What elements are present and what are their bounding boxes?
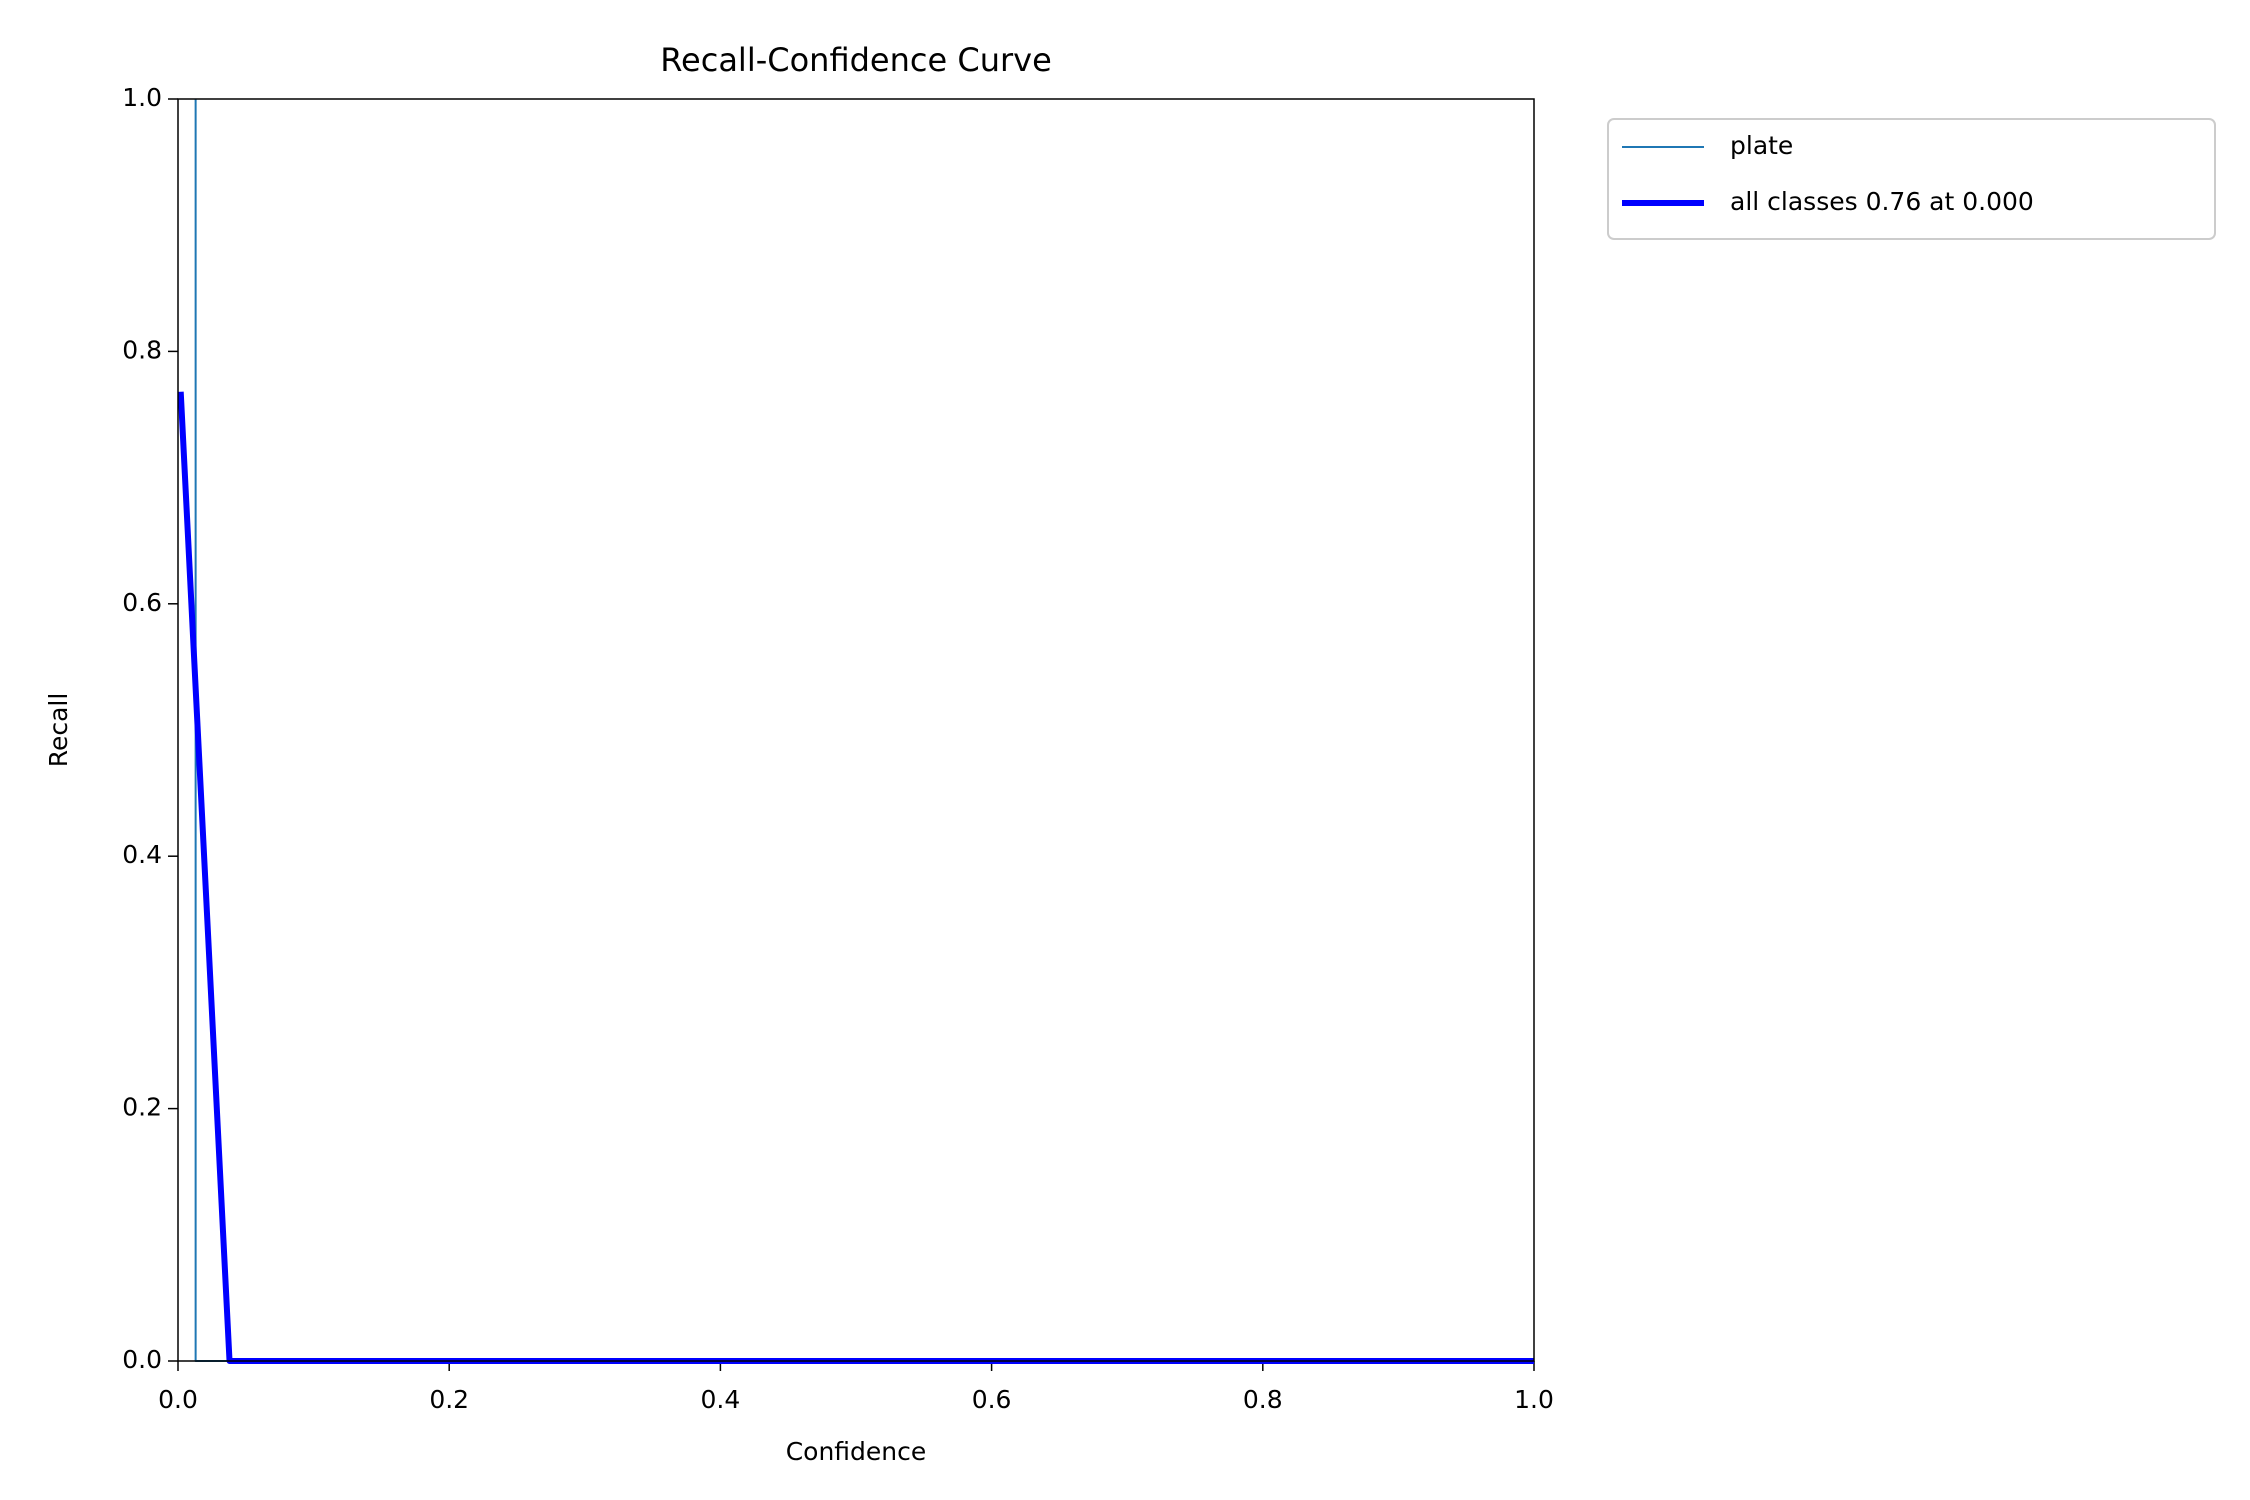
line-series — [194, 99, 1534, 1362]
x-tick-label: 0.4 — [701, 1385, 741, 1414]
line-series — [177, 391, 1534, 1364]
plot-frame — [177, 98, 1535, 1362]
x-tick-label: 0.6 — [972, 1385, 1012, 1414]
legend-label: all classes 0.76 at 0.000 — [1730, 187, 2034, 216]
x-tick-label: 0.0 — [158, 1385, 198, 1414]
y-tick-label: 1.0 — [122, 83, 162, 112]
x-tick-label: 0.8 — [1243, 1385, 1283, 1414]
legend-label: plate — [1730, 131, 1793, 160]
x-axis-label: Confidence — [786, 1437, 927, 1466]
y-tick-label: 0.2 — [122, 1093, 162, 1122]
chart-title: Recall-Confidence Curve — [660, 41, 1052, 79]
y-tick-label: 0.8 — [122, 335, 162, 364]
legend-box — [1607, 118, 2216, 240]
x-tick-label: 1.0 — [1514, 1385, 1554, 1414]
y-tick-label: 0.6 — [122, 588, 162, 617]
y-axis-label: Recall — [44, 693, 73, 768]
y-tick-label: 0.4 — [122, 840, 162, 869]
y-tick-label: 0.0 — [122, 1345, 162, 1374]
x-tick-label: 0.2 — [429, 1385, 469, 1414]
